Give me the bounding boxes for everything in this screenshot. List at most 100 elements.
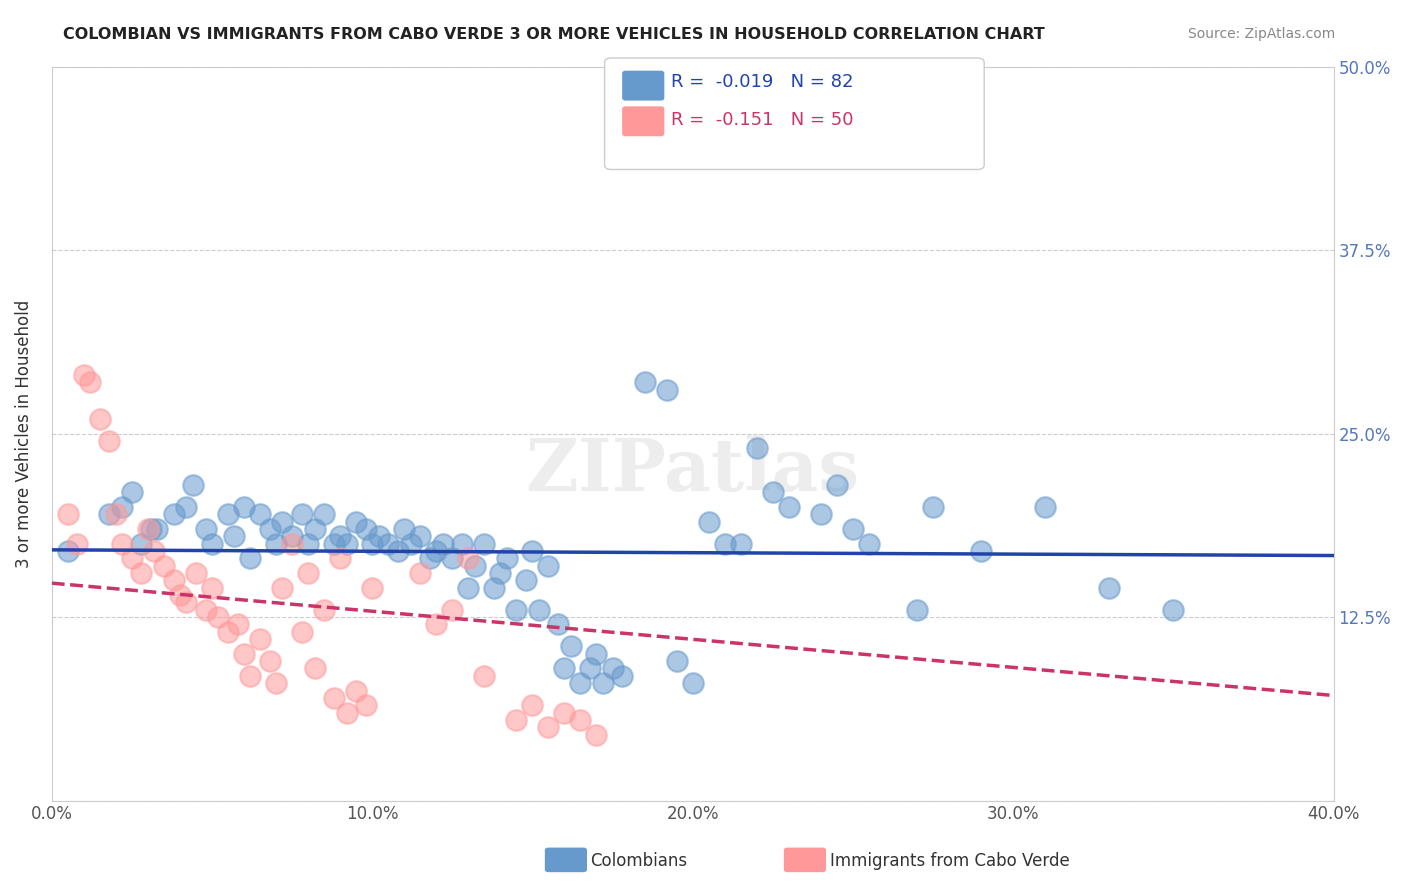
Point [104, 508, 127, 522]
Point [1161, 603, 1184, 617]
Point [162, 508, 184, 522]
Point [291, 508, 314, 522]
Point [111, 500, 134, 514]
Point [249, 508, 271, 522]
Point [73, 368, 96, 382]
Point [66, 537, 89, 551]
Point [271, 581, 294, 595]
Point [201, 537, 224, 551]
Point [457, 581, 479, 595]
Point [98, 508, 121, 522]
Point [399, 537, 422, 551]
Point [441, 551, 464, 566]
Point [409, 529, 432, 543]
Point [569, 676, 592, 690]
Point [207, 610, 229, 624]
Point [425, 544, 447, 558]
Point [239, 551, 262, 566]
Point [233, 647, 256, 661]
Point [419, 551, 441, 566]
Point [194, 522, 217, 536]
Point [131, 537, 153, 551]
Point [409, 566, 432, 580]
Point [226, 617, 249, 632]
Point [457, 551, 479, 566]
Point [79, 376, 101, 390]
Text: ZIPatlas: ZIPatlas [526, 434, 859, 506]
Point [505, 713, 527, 727]
Point [527, 603, 550, 617]
Point [537, 558, 560, 573]
Text: R =  -0.019   N = 82: R = -0.019 N = 82 [671, 73, 853, 91]
Point [217, 508, 239, 522]
Point [139, 522, 162, 536]
Point [264, 537, 287, 551]
Point [464, 558, 486, 573]
Point [322, 537, 344, 551]
Point [547, 617, 569, 632]
Point [335, 537, 357, 551]
Point [560, 640, 582, 654]
Point [579, 661, 602, 675]
Point [233, 500, 256, 514]
Point [329, 551, 352, 566]
Point [810, 508, 832, 522]
Point [425, 617, 447, 632]
Point [259, 522, 281, 536]
Point [569, 713, 592, 727]
Point [304, 522, 326, 536]
Point [682, 676, 704, 690]
Point [259, 654, 281, 668]
Point [344, 683, 367, 698]
Point [745, 442, 768, 456]
Point [489, 566, 512, 580]
Point [201, 581, 224, 595]
Point [472, 669, 495, 683]
Point [610, 669, 633, 683]
Point [89, 412, 111, 426]
Point [553, 706, 575, 720]
Point [181, 478, 204, 492]
Point [297, 537, 319, 551]
Point [111, 537, 134, 551]
Point [858, 537, 880, 551]
Point [136, 522, 159, 536]
Point [730, 537, 752, 551]
Point [762, 485, 785, 500]
Point [131, 566, 153, 580]
Point [472, 537, 495, 551]
Point [387, 544, 409, 558]
Point [592, 676, 614, 690]
Point [176, 595, 198, 609]
Point [121, 485, 143, 500]
Point [713, 537, 735, 551]
Point [239, 669, 262, 683]
Point [56, 508, 79, 522]
Point [224, 529, 246, 543]
Point [665, 654, 688, 668]
Point [281, 537, 304, 551]
Point [329, 529, 352, 543]
Point [441, 603, 464, 617]
Point [361, 537, 384, 551]
Point [291, 624, 314, 639]
Point [377, 537, 399, 551]
Point [585, 647, 607, 661]
Point [184, 566, 207, 580]
Point [633, 376, 655, 390]
Point [602, 661, 624, 675]
Point [970, 544, 993, 558]
Point [354, 698, 377, 713]
Point [361, 581, 384, 595]
Point [922, 500, 945, 514]
Point [314, 603, 336, 617]
Point [655, 383, 678, 397]
Text: Colombians: Colombians [591, 852, 688, 870]
Point [482, 581, 505, 595]
Point [537, 720, 560, 734]
Point [98, 434, 121, 448]
Point [304, 661, 326, 675]
Point [344, 515, 367, 529]
Point [271, 515, 294, 529]
Point [314, 508, 336, 522]
